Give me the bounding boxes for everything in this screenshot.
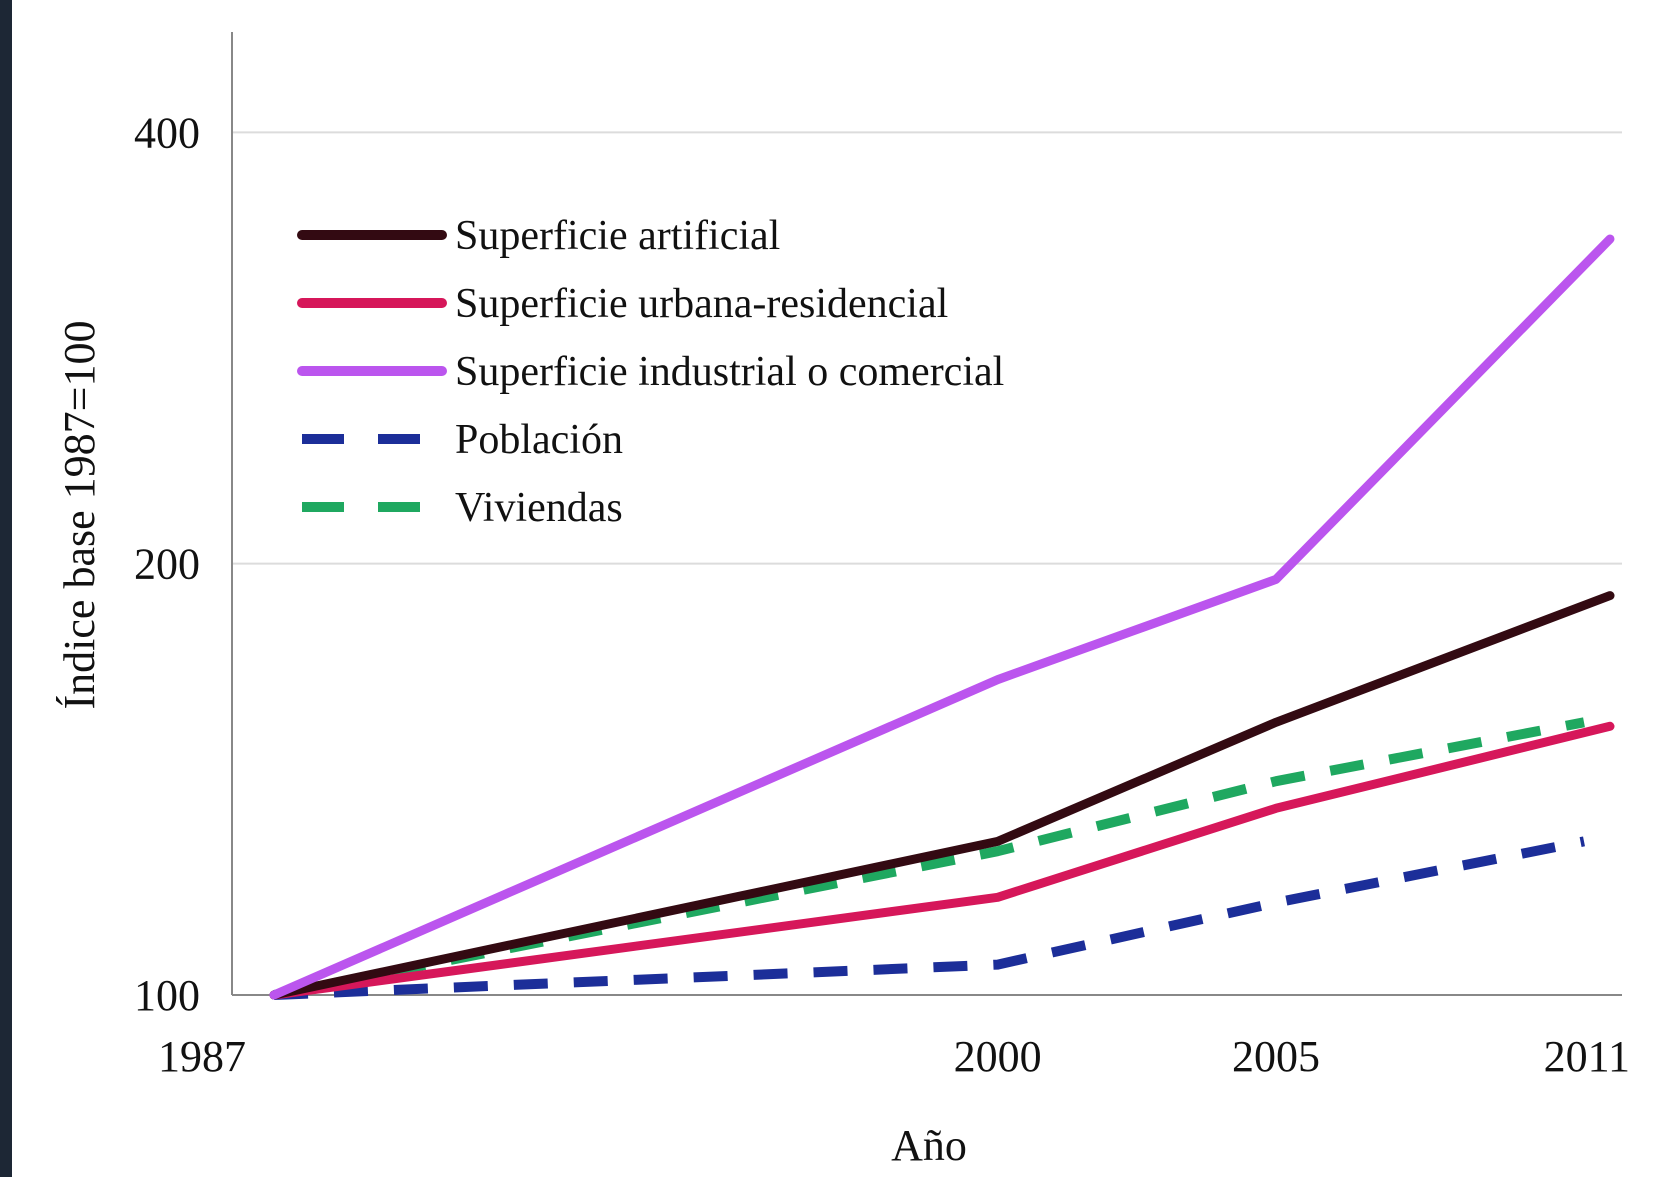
legend-label: Superficie artificial xyxy=(455,213,780,259)
gridlines xyxy=(232,131,1622,565)
y-tick-label: 400 xyxy=(134,108,200,157)
series-line xyxy=(269,591,1615,1000)
series-lines xyxy=(269,234,1615,1000)
y-axis-title: Índice base 1987=100 xyxy=(55,321,104,710)
legend: Superficie artificial Superficie urbana-r… xyxy=(297,213,1004,531)
y-tick-labels: 100 200 400 xyxy=(134,108,200,1020)
legend-label: Viviendas xyxy=(455,485,623,531)
series-line xyxy=(273,717,1585,1000)
legend-label: Superficie industrial o comercial xyxy=(455,349,1004,395)
x-tick-label: 2005 xyxy=(1232,1032,1320,1081)
x-tick-label: 2000 xyxy=(954,1032,1042,1081)
line-chart: 100 200 400 1987 2000 2005 2011 Superficie ar… xyxy=(55,32,1630,1170)
y-tick-label: 200 xyxy=(134,540,200,589)
series-line xyxy=(273,836,1585,1000)
y-tick-label: 100 xyxy=(134,971,200,1020)
x-tick-label: 1987 xyxy=(158,1032,246,1081)
legend-label: Población xyxy=(455,417,623,463)
series-line xyxy=(269,234,1615,1000)
series-line xyxy=(269,721,1615,1000)
x-axis-title: Año xyxy=(891,1121,967,1170)
legend-label: Superficie urbana-residencial xyxy=(455,281,948,327)
x-tick-labels: 1987 2000 2005 2011 xyxy=(158,1032,1630,1081)
x-tick-label: 2011 xyxy=(1544,1032,1630,1081)
chart-frame: 100 200 400 1987 2000 2005 2011 Superficie ar… xyxy=(12,0,1656,1177)
